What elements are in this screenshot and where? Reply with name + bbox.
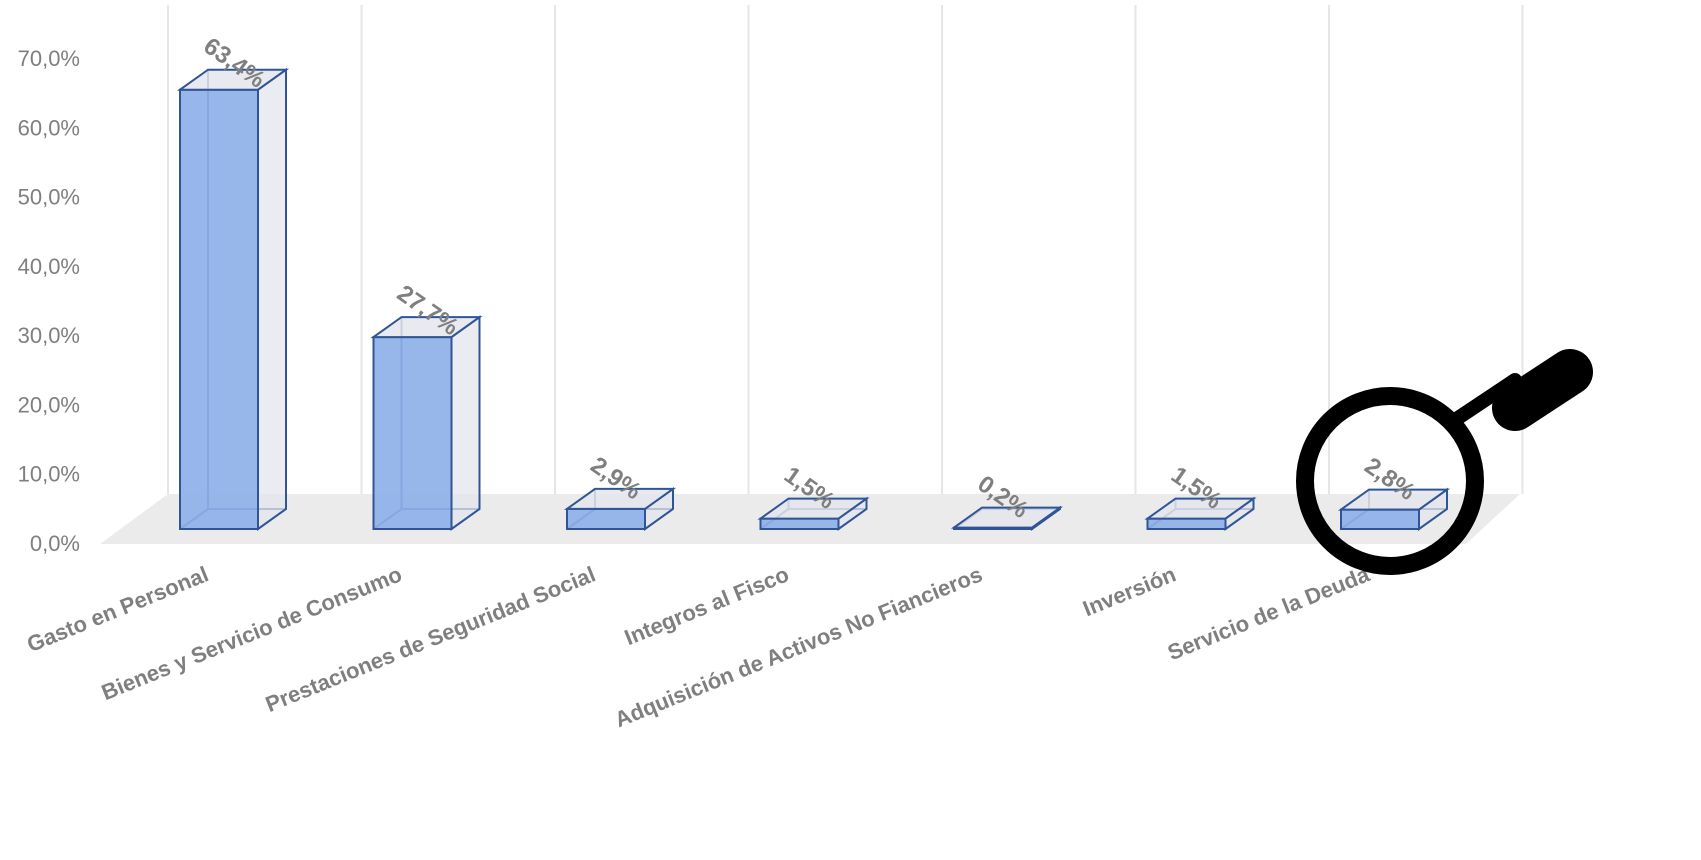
magnifier-neck <box>1448 373 1522 427</box>
category-label: Integros al Fisco <box>621 561 792 650</box>
category-label: Adquisición de Activos No Fiancieros <box>611 561 986 732</box>
bar-top <box>176 68 290 91</box>
bar-front <box>1146 517 1227 530</box>
category-label: Bienes y Servicio de Consumo <box>98 561 405 705</box>
bar-front <box>179 88 259 530</box>
magnifier-lens <box>1296 387 1484 575</box>
category-label: Servicio de la Deuda <box>1164 561 1374 665</box>
bar <box>757 496 870 531</box>
y-tick-label: 10,0% <box>18 462 80 487</box>
bar <box>370 315 483 531</box>
bar-top <box>1337 488 1451 511</box>
bar-top <box>563 487 677 510</box>
bar <box>950 505 1064 531</box>
magnifier-icon <box>1296 349 1593 575</box>
category-label: Prestaciones de Seguridad Social <box>262 561 599 717</box>
y-tick-label: 0,0% <box>30 531 80 556</box>
bar <box>1337 487 1451 531</box>
y-tick-label: 30,0% <box>18 323 80 348</box>
magnifier-handle <box>1492 349 1593 431</box>
bar-front <box>372 336 453 531</box>
grid-layer <box>167 5 1524 494</box>
bar-front <box>1340 508 1420 531</box>
y-tick-label: 40,0% <box>18 254 80 279</box>
bars-layer <box>176 67 1451 531</box>
y-tick-label: 50,0% <box>18 185 80 210</box>
bar-side <box>450 315 481 531</box>
bar-side <box>257 67 287 531</box>
bar-top <box>757 497 870 520</box>
bar-front <box>759 517 840 530</box>
y-tick-label: 70,0% <box>18 46 80 71</box>
bar-top <box>370 316 483 339</box>
y-tick-label: 60,0% <box>18 115 80 140</box>
bar-top <box>1144 497 1257 520</box>
bar <box>1144 496 1257 531</box>
category-label: Inversión <box>1079 561 1179 621</box>
y-axis: 0,0% 10,0% 20,0% 30,0% 40,0% 50,0% 60,0% 70,0% <box>18 46 80 556</box>
bar <box>563 486 677 531</box>
bar-front <box>566 507 646 530</box>
category-label: Gasto en Personal <box>23 561 211 657</box>
bar-top <box>950 506 1064 529</box>
y-tick-label: 20,0% <box>18 392 80 417</box>
bar <box>176 67 290 531</box>
